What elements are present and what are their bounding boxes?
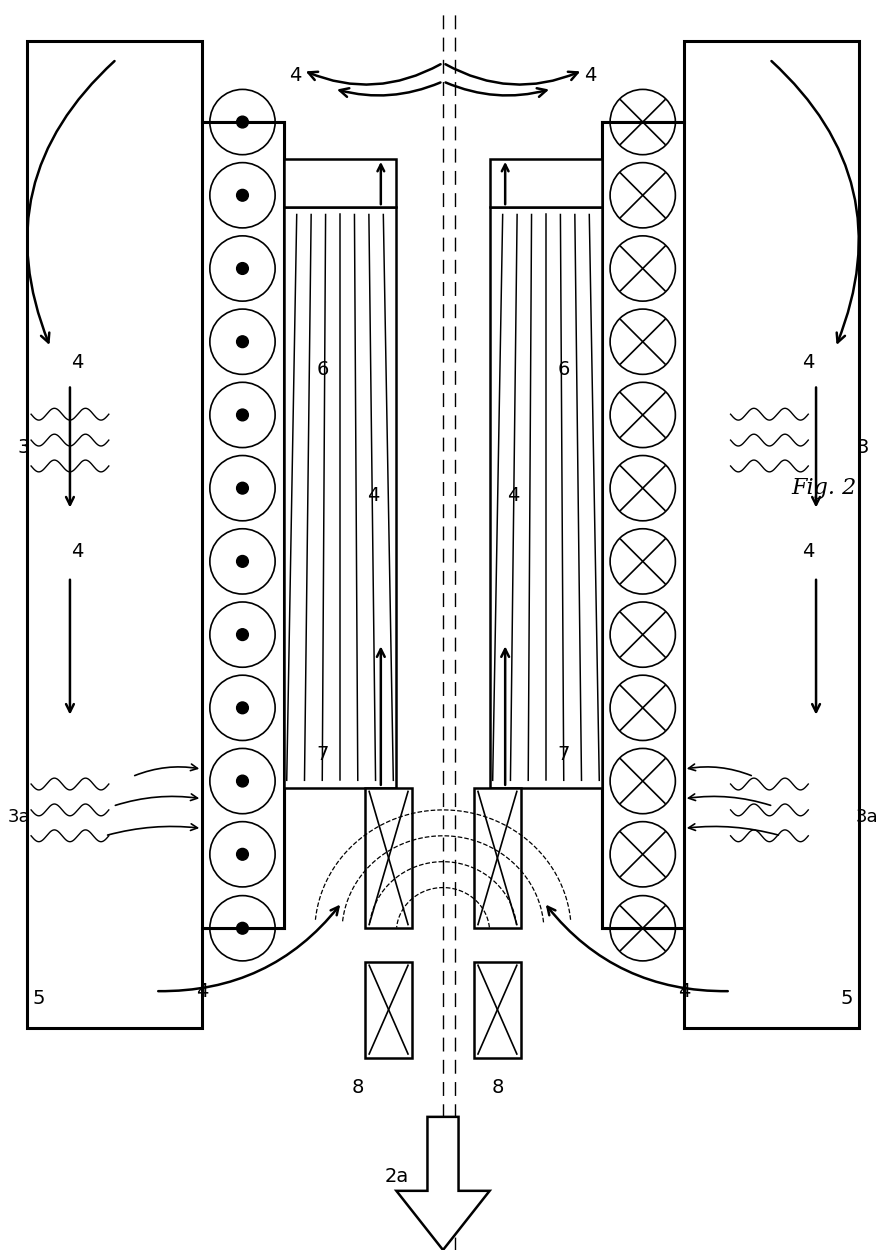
Text: 4: 4 <box>289 66 301 85</box>
Polygon shape <box>27 41 284 1028</box>
Bar <box>284 159 396 208</box>
Bar <box>365 961 412 1058</box>
FancyArrow shape <box>396 1116 490 1250</box>
Text: 8: 8 <box>491 1078 503 1096</box>
Circle shape <box>237 703 248 714</box>
Text: 4: 4 <box>72 352 84 372</box>
Text: 4: 4 <box>585 66 597 85</box>
Text: 6: 6 <box>316 360 329 379</box>
Text: 5: 5 <box>841 989 853 1008</box>
Text: 2a: 2a <box>385 1166 408 1185</box>
Polygon shape <box>602 41 859 1028</box>
Text: 3a: 3a <box>855 809 878 826</box>
Text: 4: 4 <box>678 981 690 1000</box>
Text: 6: 6 <box>557 360 570 379</box>
Text: Fig. 2: Fig. 2 <box>791 478 857 499</box>
Circle shape <box>237 849 248 860</box>
Text: 8: 8 <box>352 1078 363 1096</box>
Text: 4: 4 <box>72 541 84 560</box>
Text: 7: 7 <box>316 745 329 764</box>
Text: 3: 3 <box>857 438 869 458</box>
Circle shape <box>237 262 248 274</box>
Bar <box>602 122 684 929</box>
Text: 4: 4 <box>802 352 814 372</box>
Bar <box>365 788 412 929</box>
Text: 3: 3 <box>17 438 29 458</box>
Text: 5: 5 <box>33 989 45 1008</box>
Circle shape <box>237 629 248 640</box>
Circle shape <box>237 775 248 788</box>
Circle shape <box>237 116 248 128</box>
Bar <box>474 788 521 929</box>
Circle shape <box>237 555 248 568</box>
Circle shape <box>237 482 248 494</box>
Text: 3a: 3a <box>8 809 31 826</box>
Bar <box>490 159 602 208</box>
Text: 4: 4 <box>367 486 379 505</box>
Text: 7: 7 <box>557 745 570 764</box>
Text: 4: 4 <box>802 541 814 560</box>
Bar <box>474 961 521 1058</box>
Circle shape <box>237 409 248 421</box>
Bar <box>490 208 602 788</box>
Circle shape <box>237 190 248 201</box>
Bar <box>284 208 396 788</box>
Bar <box>202 122 284 929</box>
Text: 4: 4 <box>507 486 519 505</box>
Text: 4: 4 <box>196 981 208 1000</box>
Circle shape <box>237 336 248 348</box>
Circle shape <box>237 922 248 934</box>
